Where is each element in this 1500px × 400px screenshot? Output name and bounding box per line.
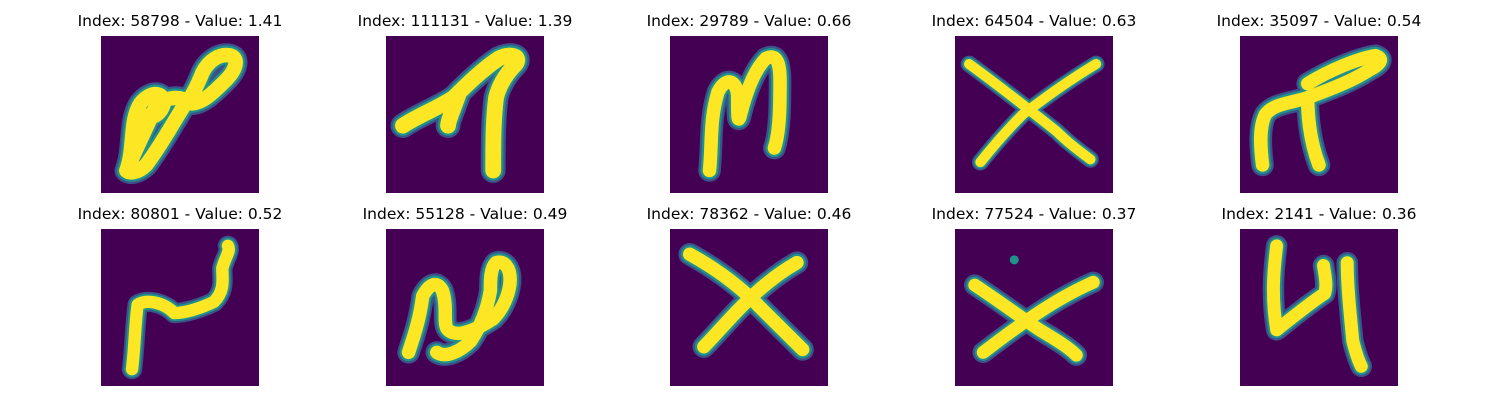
glyph-image <box>386 36 544 193</box>
glyph-image <box>670 229 828 386</box>
glyph-svg <box>1240 229 1398 386</box>
panel-title: Index: 58798 - Value: 1.41 <box>77 12 283 30</box>
glyph-stroke-core <box>401 255 517 362</box>
panel-2: Index: 111131 - Value: 1.39 <box>355 12 575 197</box>
panel-title: Index: 64504 - Value: 0.63 <box>931 12 1137 30</box>
glyph-stroke-core <box>1253 48 1387 172</box>
glyph-image <box>955 229 1113 386</box>
glyph-image <box>386 229 544 386</box>
glyph-stroke-core <box>964 58 1102 168</box>
panel-3: Index: 29789 - Value: 0.66 <box>639 12 859 197</box>
panel-7: Index: 55128 - Value: 0.49 <box>355 205 575 390</box>
glyph-svg <box>670 36 828 193</box>
glyph-svg <box>386 229 544 386</box>
glyph-svg <box>101 229 259 386</box>
panel-1: Index: 58798 - Value: 1.41 <box>70 12 290 197</box>
noise-dot <box>1009 255 1019 265</box>
panel-10: Index: 2141 - Value: 0.36 <box>1209 205 1429 390</box>
glyph-svg <box>955 36 1113 193</box>
glyph-svg <box>386 36 544 193</box>
panel-title: Index: 111131 - Value: 1.39 <box>357 12 573 30</box>
panel-9: Index: 77524 - Value: 0.37 <box>924 205 1144 390</box>
panel-4: Index: 64504 - Value: 0.63 <box>924 12 1144 197</box>
glyph-image <box>955 36 1113 193</box>
glyph-svg <box>101 36 259 193</box>
glyph-stroke-core <box>682 247 810 357</box>
panel-title: Index: 29789 - Value: 0.66 <box>646 12 852 30</box>
glyph-image <box>670 36 828 193</box>
glyph-svg <box>955 229 1113 386</box>
panel-6: Index: 80801 - Value: 0.52 <box>70 205 290 390</box>
glyph-stroke-core <box>125 239 235 376</box>
glyph-stroke-core <box>395 47 526 179</box>
panel-5: Index: 35097 - Value: 0.54 <box>1209 12 1429 197</box>
panel-title: Index: 80801 - Value: 0.52 <box>77 205 283 223</box>
panel-title: Index: 2141 - Value: 0.36 <box>1221 205 1417 223</box>
glyph-svg <box>1240 36 1398 193</box>
glyph-image <box>1240 229 1398 386</box>
glyph-stroke-core <box>968 275 1100 362</box>
glyph-stroke-core <box>1266 239 1368 373</box>
panel-title: Index: 78362 - Value: 0.46 <box>646 205 852 223</box>
glyph-stroke-core <box>702 50 787 178</box>
panel-title: Index: 35097 - Value: 0.54 <box>1216 12 1422 30</box>
panel-8: Index: 78362 - Value: 0.46 <box>639 205 859 390</box>
panel-title: Index: 55128 - Value: 0.49 <box>362 205 568 223</box>
glyph-stroke-core <box>119 47 243 180</box>
panel-title: Index: 77524 - Value: 0.37 <box>931 205 1137 223</box>
glyph-image <box>1240 36 1398 193</box>
glyph-image <box>101 36 259 193</box>
glyph-image <box>101 229 259 386</box>
glyph-svg <box>670 229 828 386</box>
